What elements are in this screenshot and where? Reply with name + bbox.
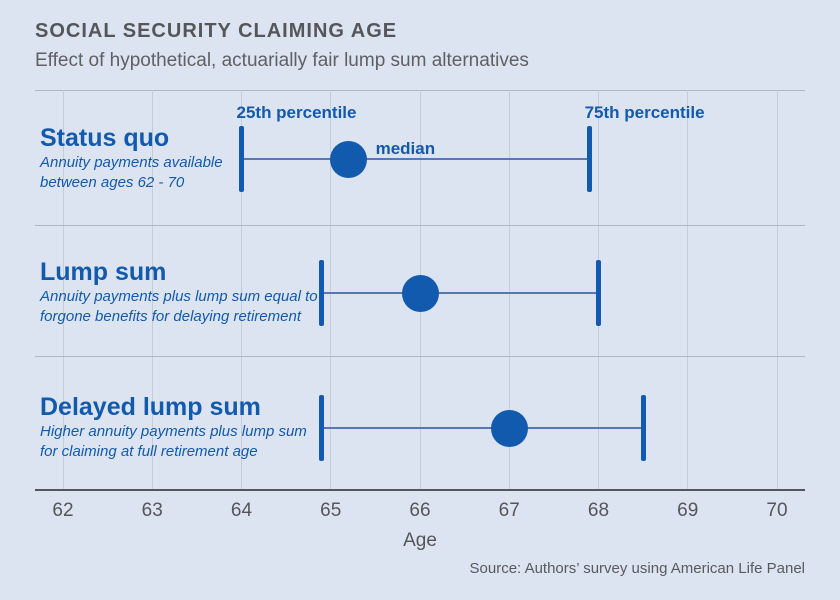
tick-label-66: 66 (409, 500, 431, 521)
row-description-line: forgone benefits for delaying retirement (40, 308, 301, 325)
median-dot (490, 409, 528, 447)
tick-label-64: 64 (230, 500, 253, 521)
median-dot (330, 140, 368, 178)
row-label: Delayed lump sum (40, 393, 261, 421)
plot-area: Status quo Annuity payments available betw… (35, 90, 805, 490)
tick-label-62: 62 (52, 500, 74, 521)
row-description-line: Higher annuity payments plus lump sum (40, 423, 307, 440)
range-whisker (321, 292, 599, 294)
row-description-line: between ages 62 - 70 (40, 174, 185, 191)
row-label: Status quo (40, 124, 170, 152)
tick-label-65: 65 (320, 500, 342, 521)
percentile-75-label: 75th percentile (584, 103, 705, 122)
p75-cap (596, 260, 601, 326)
gridline-age-65 (330, 90, 332, 490)
p25-cap (319, 395, 325, 461)
chart-subtitle: Effect of hypothetical, actuarially fair… (35, 50, 529, 71)
range-whisker (321, 427, 644, 429)
row-divider-2 (35, 356, 805, 357)
row-description: Annuity payments plus lump sum equal to f… (40, 287, 318, 327)
x-axis-label: Age (403, 530, 437, 551)
gridline-age-69 (687, 90, 689, 490)
x-axis-line (35, 489, 805, 491)
tick-label-67: 67 (498, 500, 520, 521)
chart-title: SOCIAL SECURITY CLAIMING AGE (35, 20, 398, 42)
tick-label-70: 70 (766, 500, 788, 521)
percentile-25-label: 25th percentile (236, 103, 357, 122)
p75-cap (587, 126, 593, 192)
median-label: median (375, 139, 436, 158)
row-description-line: for claiming at full retirement age (40, 443, 258, 460)
row-label: Lump sum (40, 258, 167, 286)
gridline-age-63 (151, 90, 153, 490)
gridline-age-67 (508, 90, 510, 490)
row-description: Higher annuity payments plus lump sum for… (40, 422, 307, 462)
tick-label-69: 69 (677, 500, 699, 521)
p75-cap (640, 395, 646, 461)
tick-label-68: 68 (587, 500, 610, 521)
tick-label-63: 63 (141, 500, 163, 521)
gridline-age-70 (776, 90, 778, 490)
median-dot (401, 274, 439, 312)
p25-cap (239, 126, 244, 192)
p25-cap (319, 260, 325, 326)
row-description: Annuity payments available between ages 6… (40, 153, 223, 193)
source-note: Source: Authors’ survey using American L… (469, 560, 805, 577)
row-description-line: Annuity payments plus lump sum equal to (40, 288, 318, 305)
gridline-age-64 (241, 90, 242, 490)
range-whisker (241, 158, 590, 160)
row-description-line: Annuity payments available (40, 154, 223, 171)
row-divider-1 (35, 225, 805, 226)
gridline-age-62 (62, 90, 64, 490)
